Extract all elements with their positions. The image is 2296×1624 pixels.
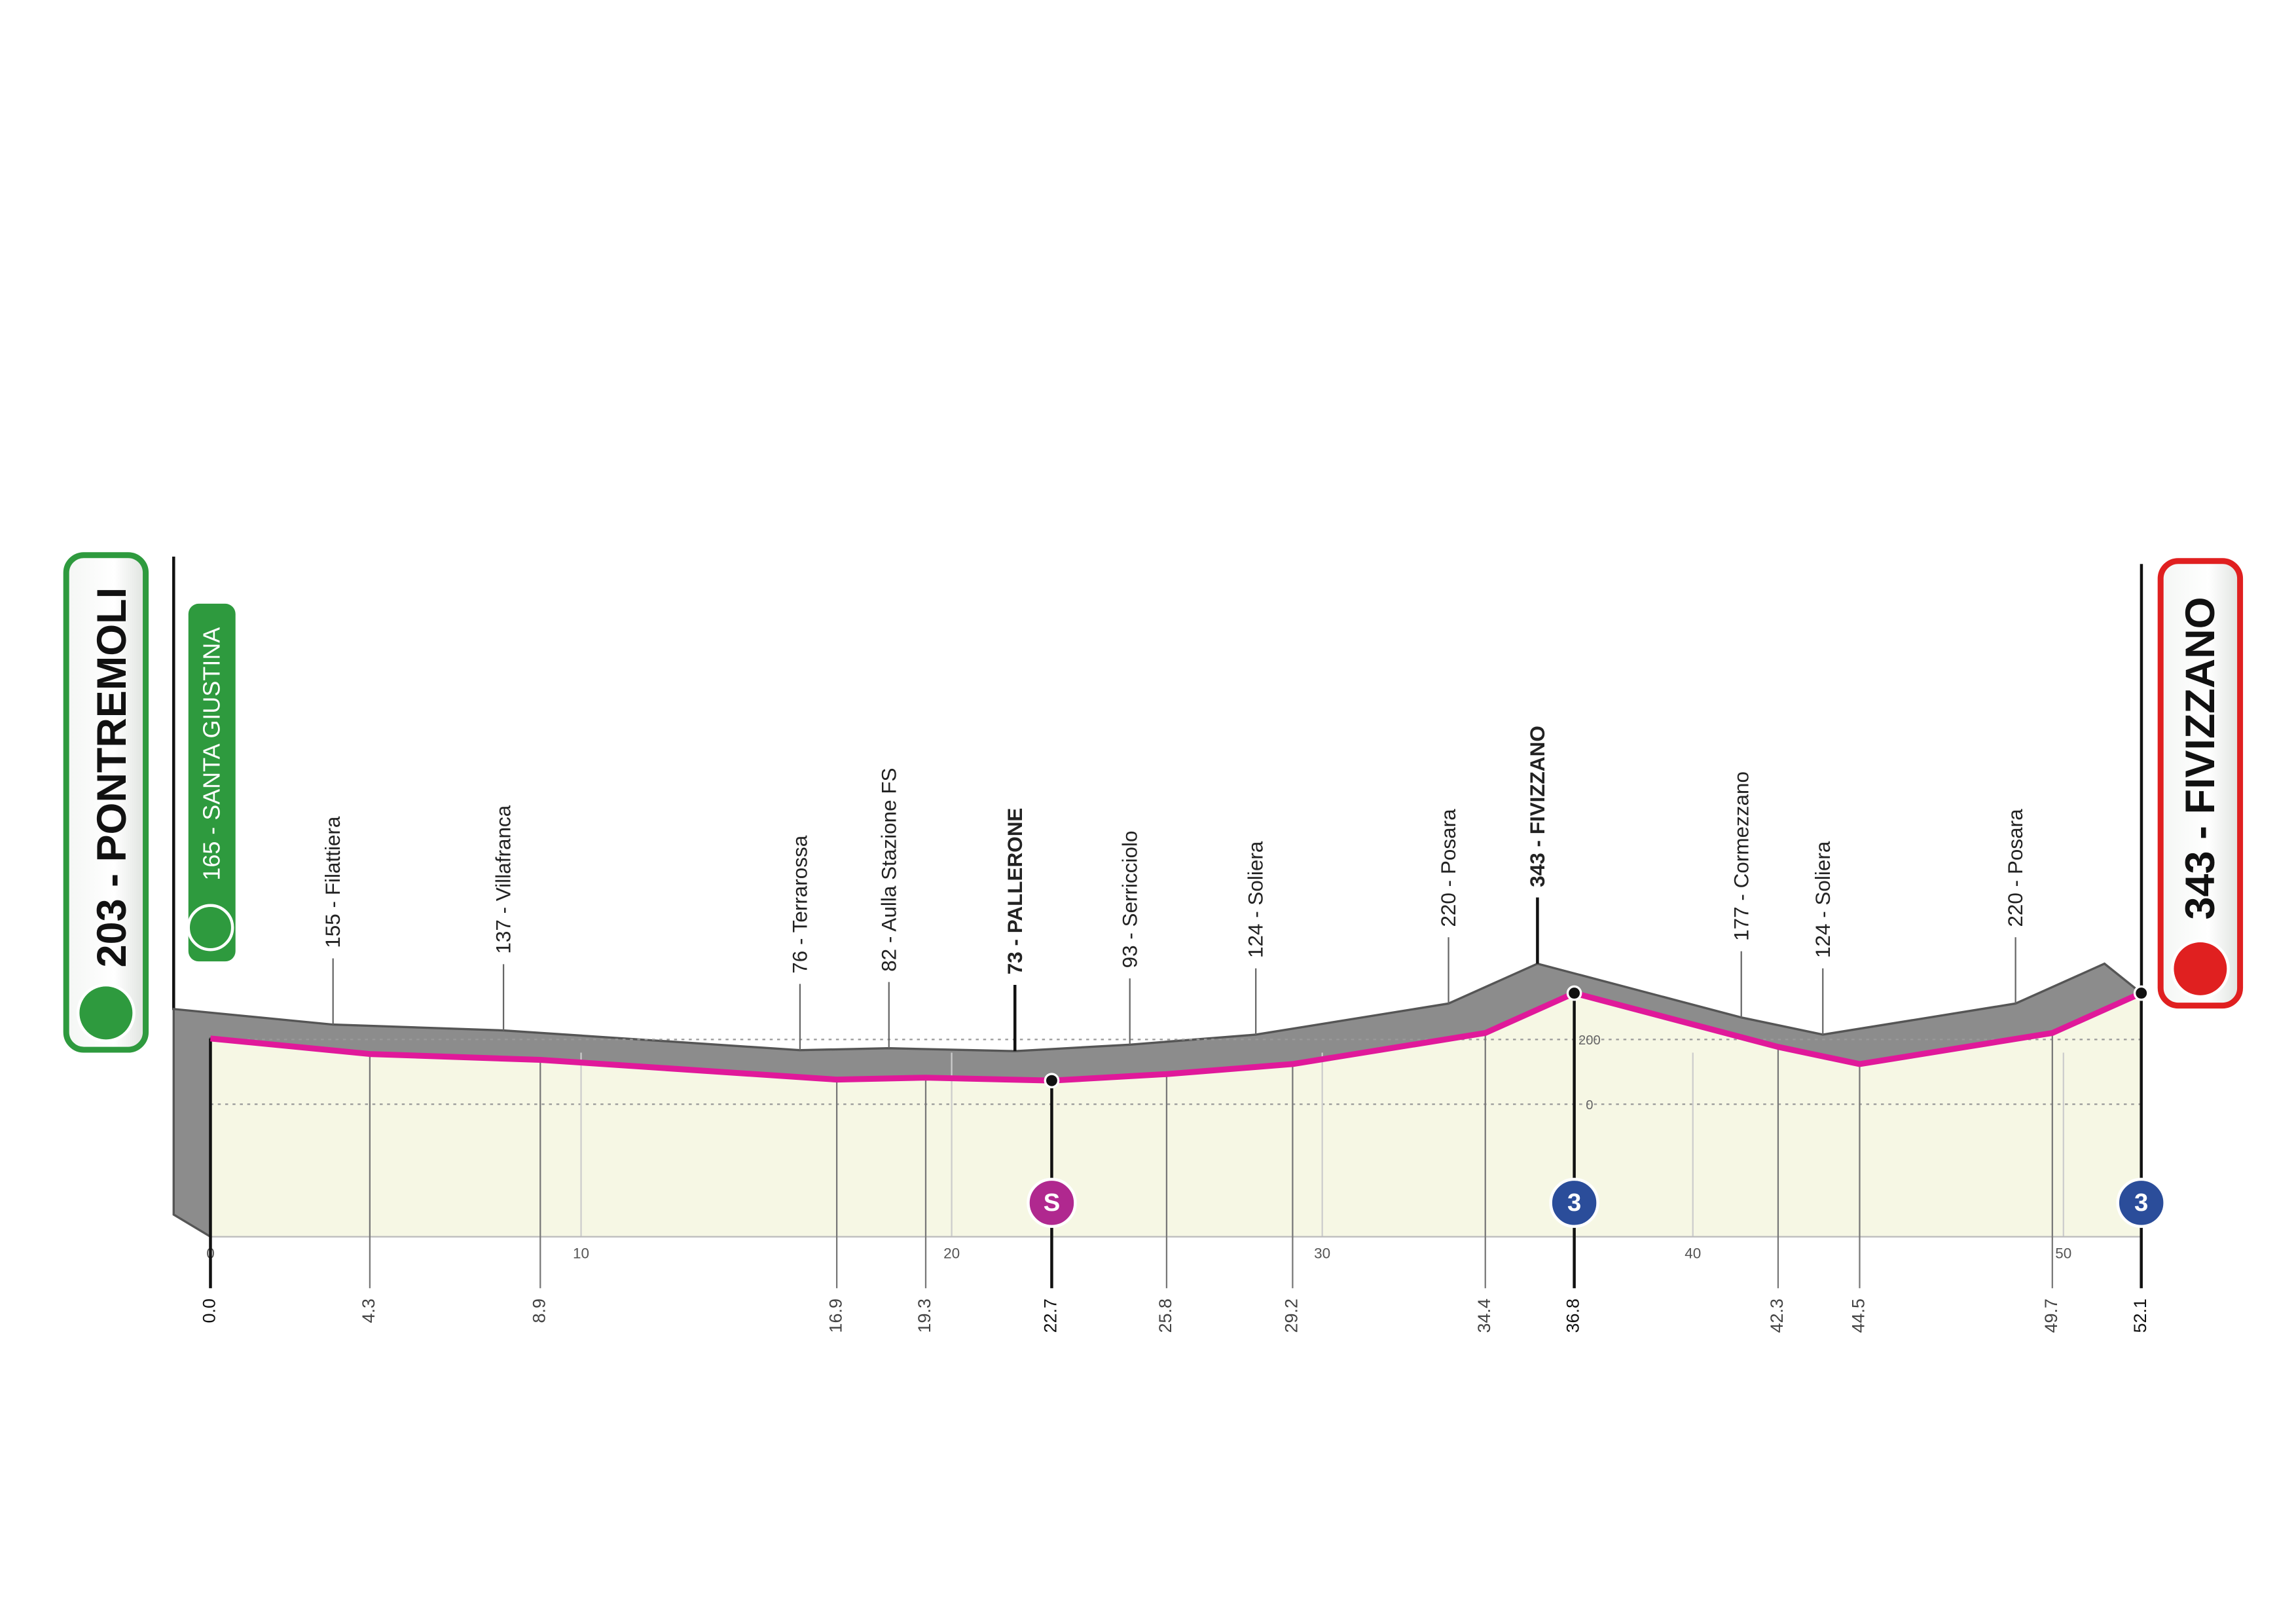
start-sub-banner [188, 603, 236, 962]
distance-label: 30 [1314, 1245, 1330, 1261]
km-label: 44.5 [1849, 1299, 1868, 1333]
elevation-label: 200 [1578, 1033, 1601, 1048]
distance-label: 40 [1685, 1245, 1701, 1261]
place-label: 82 - Aulla Stazione FS [877, 767, 900, 971]
place-label: 220 - Posara [1437, 809, 1460, 927]
start-sub-label: 165 - SANTA GIUSTINA [198, 627, 225, 881]
km-label: 25.8 [1156, 1299, 1175, 1333]
marker-icon [1549, 1177, 1599, 1228]
distance-label: 20 [943, 1245, 960, 1261]
route-line [210, 990, 2143, 1084]
marker-icon [1027, 1177, 1077, 1228]
place-label: 177 - Cormezzano [1730, 771, 1753, 941]
place-label: 93 - Serricciolo [1118, 831, 1141, 969]
km-label: 52.1 [2130, 1299, 2150, 1333]
finish-icon [2170, 939, 2230, 999]
start-icon [76, 983, 136, 1043]
km-label: 8.9 [529, 1299, 549, 1323]
marker-dot [1044, 1073, 1060, 1088]
marker-dot [1566, 985, 1582, 1001]
place-label: 73 - PALLERONE [1004, 808, 1027, 975]
km-label: 16.9 [826, 1299, 845, 1333]
place-label: 137 - Villafranca [492, 805, 515, 953]
km-label: 42.3 [1767, 1299, 1787, 1333]
place-label: 220 - Posara [2004, 809, 2027, 927]
km-label: 0.0 [200, 1299, 219, 1323]
distance-label: 10 [573, 1245, 589, 1261]
finish-banner [2157, 558, 2244, 1009]
km-label: 36.8 [1563, 1299, 1583, 1333]
km-label: 34.4 [1474, 1299, 1494, 1333]
place-label: 124 - Soliera [1812, 841, 1834, 958]
place-label: 124 - Soliera [1245, 841, 1267, 958]
place-label: 76 - Terrarossa [788, 835, 811, 974]
elevation-label: 0 [1586, 1098, 1593, 1113]
km-label: 22.7 [1041, 1299, 1061, 1333]
marker-icon [2116, 1177, 2166, 1228]
marker-label: S [1044, 1189, 1060, 1217]
km-label: 29.2 [1282, 1299, 1302, 1333]
km-label: 19.3 [915, 1299, 934, 1333]
finish-label: 343 - FIVIZZANO [2178, 597, 2223, 919]
profile-area [210, 993, 2141, 1237]
start-sub-icon [187, 904, 234, 951]
distance-label: 50 [2055, 1245, 2071, 1261]
marker-label: 3 [2134, 1189, 2148, 1217]
start-label: 203 - PONTREMOLI [89, 587, 135, 968]
place-label: 155 - Filattiera [321, 816, 344, 948]
km-label: 49.7 [2041, 1299, 2061, 1333]
start-banner [63, 552, 149, 1053]
marker-label: 3 [1567, 1189, 1581, 1217]
km-label: 4.3 [359, 1299, 378, 1323]
marker-dot [2133, 985, 2149, 1001]
place-label: 343 - FIVIZZANO [1526, 726, 1549, 887]
